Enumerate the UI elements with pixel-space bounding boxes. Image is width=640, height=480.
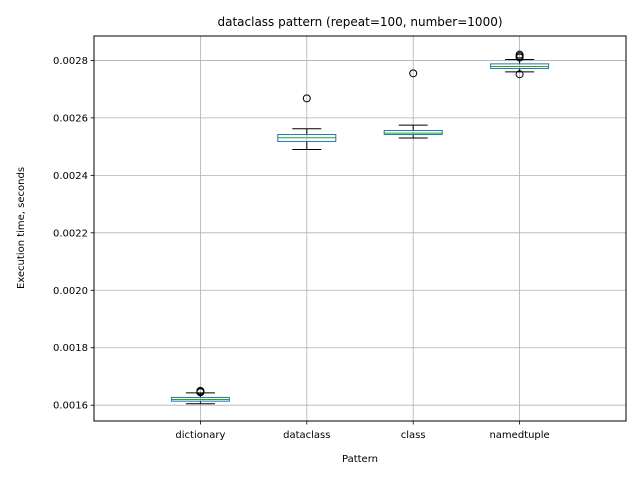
- y-axis-ticks: 0.0016 0.0018 0.0020 0.0022 0.0024 0.0026 0.00…: [53, 56, 94, 412]
- box-dataclass: [277, 94, 337, 150]
- y-axis-label: Execution time, seconds: [16, 167, 27, 289]
- x-axis-ticks: dictionary dataclass class namedtuple: [175, 421, 550, 441]
- x-tick-label: dictionary: [175, 430, 225, 441]
- boxes: [170, 50, 550, 405]
- x-tick-label: dataclass: [283, 430, 330, 441]
- y-tick-label: 0.0024: [53, 171, 88, 182]
- outlier-point: [515, 70, 524, 79]
- box-iqr: [383, 130, 443, 136]
- y-tick-label: 0.0018: [53, 343, 88, 354]
- x-axis-label: Pattern: [342, 454, 378, 465]
- box-dictionary: [170, 386, 230, 405]
- box-namedtuple: [490, 50, 550, 79]
- x-tick-label: namedtuple: [489, 430, 549, 441]
- outlier-point: [515, 50, 524, 59]
- chart-title: dataclass pattern (repeat=100, number=10…: [217, 15, 502, 29]
- y-tick-label: 0.0022: [53, 228, 88, 239]
- y-tick-label: 0.0026: [53, 113, 88, 124]
- outlier-point: [409, 69, 418, 78]
- outlier-point: [302, 94, 311, 103]
- x-tick-label: class: [401, 430, 426, 441]
- y-tick-label: 0.0020: [53, 286, 88, 297]
- y-tick-label: 0.0016: [53, 401, 88, 412]
- box-class: [383, 69, 443, 139]
- grid: [94, 36, 626, 421]
- plot-frame: [93, 35, 627, 422]
- outlier-point: [196, 388, 205, 397]
- y-tick-label: 0.0028: [53, 56, 88, 67]
